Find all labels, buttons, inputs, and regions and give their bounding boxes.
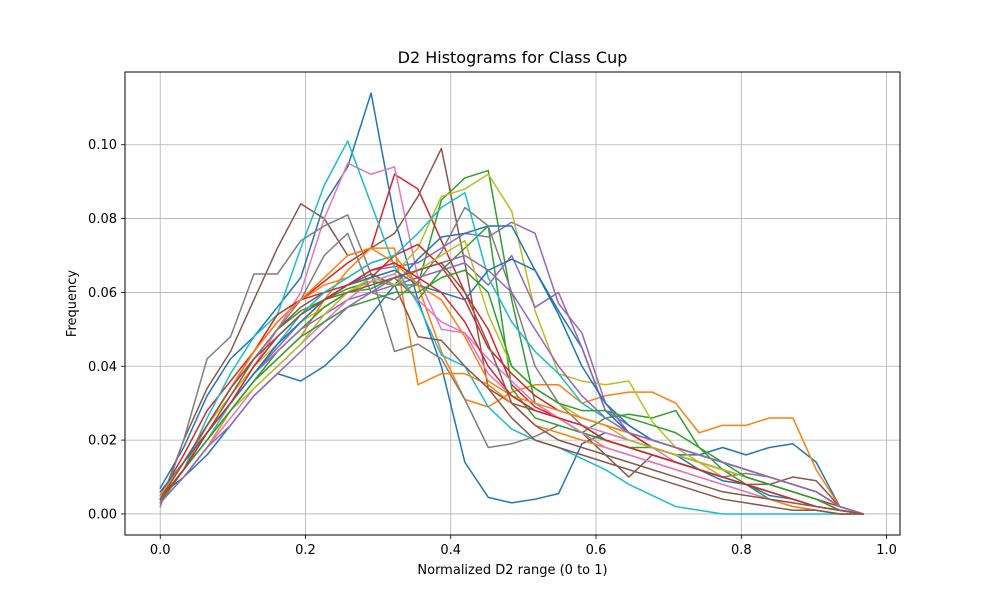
y-tick-label: 0.10 (88, 138, 117, 153)
series-line-1 (159, 92, 864, 515)
y-tick-label: 0.04 (88, 360, 117, 375)
x-axis-ticks: 0.0 0.2 0.4 0.6 0.8 1.0 (150, 535, 897, 558)
y-axis-ticks: 0.00 0.02 0.04 0.06 0.08 0.10 (88, 138, 125, 522)
y-tick-label: 0.08 (88, 212, 117, 227)
y-tick-label: 0.06 (88, 286, 117, 301)
series-line-6 (159, 147, 864, 515)
series-line-5 (159, 221, 864, 515)
y-axis-title: Frequency (65, 270, 80, 337)
x-tick-label: 0.0 (150, 543, 171, 558)
series-layer (159, 92, 864, 515)
series-line-25 (159, 254, 864, 515)
x-tick-label: 0.6 (586, 543, 607, 558)
x-tick-label: 0.4 (440, 543, 461, 558)
series-line-17 (159, 273, 864, 515)
series-line-8 (159, 214, 864, 515)
y-tick-label: 0.00 (88, 507, 117, 522)
series-line-7 (159, 162, 864, 515)
x-tick-label: 1.0 (876, 543, 897, 558)
x-tick-label: 0.8 (731, 543, 752, 558)
chart-title: D2 Histograms for Class Cup (398, 48, 628, 67)
series-line-20 (159, 191, 864, 515)
plot-frame (124, 71, 901, 536)
series-line-23 (159, 269, 864, 515)
x-tick-label: 0.2 (295, 543, 316, 558)
y-tick-label: 0.02 (88, 434, 117, 449)
x-axis-title: Normalized D2 range (0 to 1) (417, 563, 607, 578)
series-line-16 (159, 273, 864, 515)
series-line-26 (159, 262, 864, 515)
series-line-10 (159, 140, 864, 515)
